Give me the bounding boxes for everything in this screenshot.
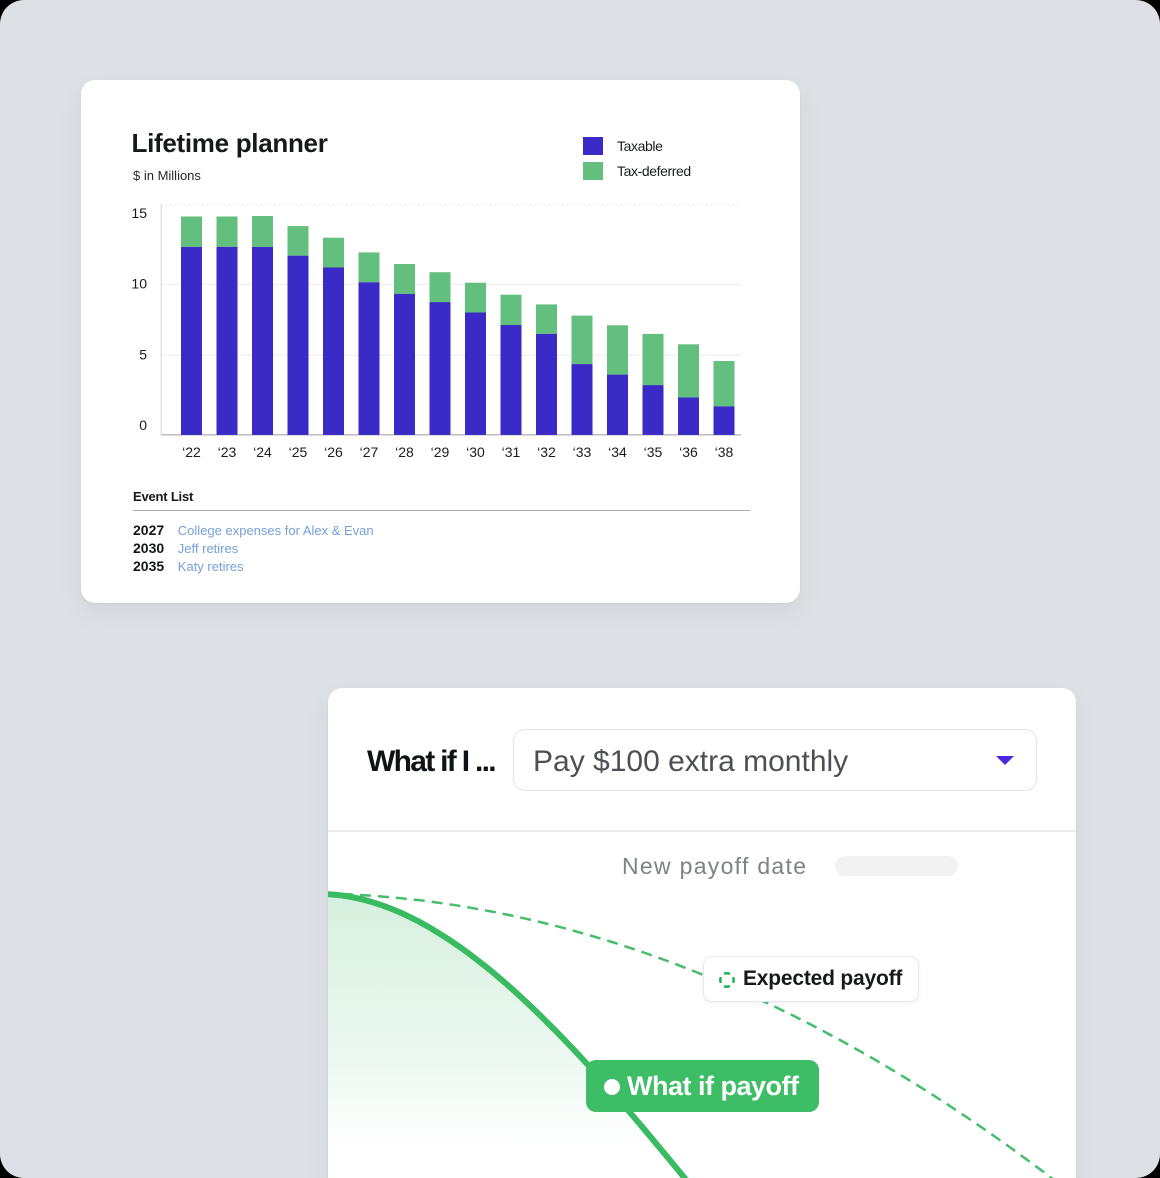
svg-text:‘26: ‘26 <box>324 444 343 460</box>
svg-text:15: 15 <box>131 205 147 221</box>
svg-text:‘38: ‘38 <box>715 444 734 460</box>
svg-text:‘35: ‘35 <box>644 444 663 460</box>
svg-text:‘36: ‘36 <box>679 444 698 460</box>
svg-text:0: 0 <box>139 417 147 433</box>
svg-text:‘33: ‘33 <box>573 444 592 460</box>
svg-text:‘22: ‘22 <box>182 444 201 460</box>
svg-text:‘31: ‘31 <box>502 444 521 460</box>
svg-text:‘23: ‘23 <box>218 444 237 460</box>
svg-text:‘27: ‘27 <box>360 444 379 460</box>
svg-text:10: 10 <box>131 276 147 292</box>
svg-text:‘25: ‘25 <box>289 444 308 460</box>
svg-text:‘32: ‘32 <box>537 444 556 460</box>
svg-text:‘34: ‘34 <box>608 444 627 460</box>
svg-text:‘30: ‘30 <box>466 444 485 460</box>
svg-text:5: 5 <box>139 346 147 362</box>
svg-text:‘29: ‘29 <box>431 444 450 460</box>
svg-text:‘24: ‘24 <box>253 444 272 460</box>
svg-text:‘28: ‘28 <box>395 444 414 460</box>
